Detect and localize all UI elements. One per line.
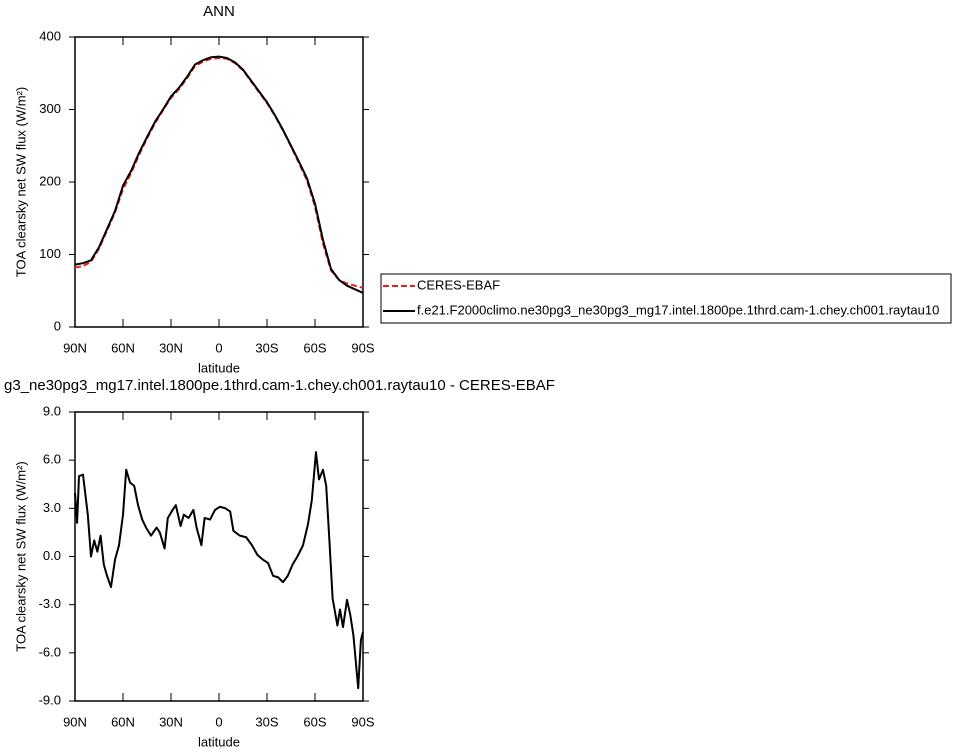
x-tick-label: 60S [303,340,326,355]
chart-title: ANN [203,3,235,20]
x-tick-label: 30N [159,340,183,355]
plot-frame [74,36,364,328]
y-tick-label: 200 [39,173,61,188]
y-tick-label: -9.0 [39,692,61,707]
y-tick-label: -3.0 [39,596,61,611]
x-axis-label: latitude [198,734,240,749]
x-tick-label: 30S [255,714,278,729]
y-tick-label: 100 [39,246,61,261]
x-tick-label: 90N [63,714,87,729]
data-line [74,451,364,690]
x-axis-label: latitude [198,360,240,375]
x-tick-label: 60N [111,714,135,729]
y-tick-label: 300 [39,101,61,116]
x-tick-label: 30N [159,714,183,729]
y-tick-label: 9.0 [43,403,61,418]
y-tick-label: -6.0 [39,644,61,659]
y-axis-label: TOA clearsky net SW flux (W/m²) [13,87,28,277]
x-tick-label: 0 [215,340,222,355]
data-line [74,55,364,294]
chart-title: g3_ne30pg3_mg17.intel.1800pe.1thrd.cam-1… [4,377,555,394]
y-tick-label: 400 [39,28,61,43]
x-tick-label: 0 [215,714,222,729]
x-tick-label: 60N [111,340,135,355]
x-tick-label: 90N [63,340,87,355]
x-tick-label: 60S [303,714,326,729]
legend-label: CERES-EBAF [417,277,500,292]
data-line [74,57,364,289]
x-tick-label: 90S [351,340,374,355]
y-axis-label: TOA clearsky net SW flux (W/m²) [13,461,28,651]
legend-box [380,273,952,324]
x-tick-label: 90S [351,714,374,729]
y-tick-label: 0.0 [43,548,61,563]
y-tick-label: 0 [54,318,61,333]
legend-label: f.e21.F2000climo.ne30pg3_ne30pg3_mg17.in… [417,302,939,317]
x-tick-label: 30S [255,340,278,355]
y-tick-label: 6.0 [43,452,61,467]
plot-frame [74,411,364,702]
y-tick-label: 3.0 [43,500,61,515]
